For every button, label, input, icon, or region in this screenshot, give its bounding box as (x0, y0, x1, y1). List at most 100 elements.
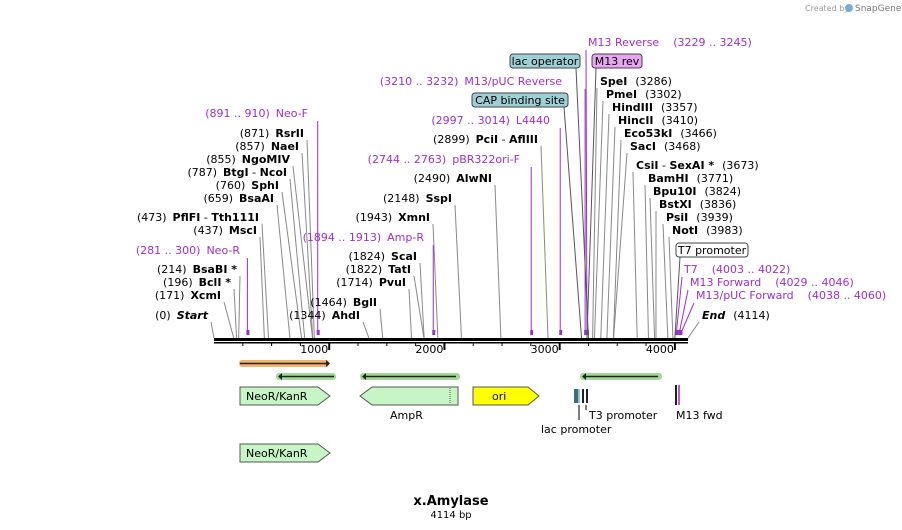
primer-label[interactable]: (281 .. 300) Neo-R (136, 244, 240, 257)
site-name: TatI (388, 263, 411, 276)
site-leader-line (379, 308, 384, 339)
primer-label[interactable]: (2997 .. 3014) L4440 (431, 114, 550, 127)
site-label[interactable]: (473) PflFI - Tth111I (137, 211, 259, 224)
feature-ampr-arrow[interactable] (359, 386, 459, 406)
site-label[interactable]: PmeI (3302) (606, 88, 682, 101)
site-label[interactable]: (2899) PciI - AflIII (433, 133, 538, 146)
feature-m13-fwd-label: M13 fwd (676, 409, 723, 422)
site-label[interactable]: (171) XcmI (155, 289, 221, 302)
primer-range: (1894 .. 1913) (303, 231, 382, 244)
site-leader-line (408, 288, 412, 339)
site-label[interactable]: (1464) BglI (310, 296, 377, 309)
site-name-2: NcoI (260, 166, 287, 179)
site-position: (659) (203, 192, 233, 205)
feature-neor-kanr-arrow[interactable] (239, 386, 331, 406)
site-name: MscI (229, 224, 257, 237)
feature-box[interactable] (509, 53, 581, 69)
site-label[interactable]: HincII (3410) (618, 114, 698, 127)
site-label[interactable]: NotI (3983) (672, 224, 743, 237)
site-label[interactable]: (2148) SspI (383, 192, 452, 205)
site-position: (1714) (336, 276, 373, 289)
site-label[interactable]: Eco53kI (3466) (624, 127, 717, 140)
site-label[interactable]: (1714) PvuI (336, 276, 406, 289)
site-label[interactable]: (855) NgoMIV (206, 153, 290, 166)
feature-lac-promoter-label: lac promoter (541, 423, 612, 436)
box-leader-line (586, 67, 597, 339)
primer-label[interactable]: (2744 .. 2763) pBR322ori-F (368, 153, 520, 166)
site-label[interactable]: (1822) TatI (346, 263, 411, 276)
site-leader-line (281, 191, 303, 339)
site-label[interactable]: (857) NaeI (235, 140, 299, 153)
site-name: Bpu10I (653, 185, 697, 198)
site-label[interactable]: Bpu10I (3824) (653, 185, 741, 198)
site-label[interactable]: (1824) ScaI (348, 250, 417, 263)
site-label[interactable]: CsiI - SexAI * (3673) (636, 159, 759, 172)
orf-green-2-arrowhead-icon (362, 373, 366, 380)
snapgene-watermark: Created by SnapGene (805, 4, 902, 14)
site-label[interactable]: SpeI (3286) (600, 75, 672, 88)
site-name: SpeI (600, 75, 627, 88)
primer-label[interactable]: M13 Forward (4029 .. 4046) (690, 276, 854, 289)
primer-range: (4038 .. 4060) (808, 289, 887, 302)
primer-name: Neo-F (276, 107, 308, 120)
site-label[interactable]: (2490) AlwNI (414, 172, 492, 185)
site-name: SphI (251, 179, 279, 192)
site-label[interactable]: SacI (3468) (630, 140, 701, 153)
site-name: XcmI (190, 289, 221, 302)
site-leader-line (210, 321, 215, 339)
primer-name: T7 (683, 263, 698, 276)
site-position: (196) (163, 276, 193, 289)
site-leader-line (238, 275, 241, 339)
primer-label[interactable]: T7 (4003 .. 4022) (683, 263, 790, 276)
site-label[interactable]: (760) SphI (216, 179, 279, 192)
site-label[interactable]: (196) BclI * (163, 276, 231, 289)
feature-box[interactable] (591, 53, 643, 69)
site-label[interactable]: (1344) AhdI (289, 309, 360, 322)
feature-lac-promoter-mark (578, 389, 580, 403)
site-label[interactable]: (214) BsaBI * (157, 263, 237, 276)
feature-box-label: T7 promoter (677, 244, 747, 257)
site-name: BclI * (199, 276, 232, 289)
site-name: XmnI (398, 211, 430, 224)
feature-box[interactable] (675, 242, 749, 258)
site-position: (3286) (635, 75, 672, 88)
site-position: (0) (155, 309, 171, 322)
primer-label[interactable]: (891 .. 910) Neo-F (205, 107, 308, 120)
site-label[interactable]: (659) BsaAI (203, 192, 274, 205)
feature-box-label: lac operator (512, 55, 579, 68)
site-label[interactable]: BamHI (3771) (648, 172, 733, 185)
site-position: (3771) (697, 172, 734, 185)
ruler-tick-label: 4000 (646, 343, 674, 356)
feature-t7-mark (678, 385, 680, 405)
primer-label[interactable]: M13 Reverse (3229 .. 3245) (588, 36, 752, 49)
site-name: PvuI (379, 276, 406, 289)
primer-mark (432, 330, 436, 335)
site-label[interactable]: (787) BtgI - NcoI (187, 166, 287, 179)
feature-box[interactable] (471, 92, 569, 108)
feature-neor-kanr-arrow-2[interactable] (239, 443, 331, 463)
site-label[interactable]: End (4114) (702, 309, 770, 322)
ruler-tick (673, 343, 676, 350)
orf-green-3-arrowhead-icon (582, 373, 586, 380)
ruler-minor-tick (415, 343, 417, 346)
site-label[interactable]: (1943) XmnI (356, 211, 430, 224)
site-position: (3410) (662, 114, 699, 127)
site-position: (857) (235, 140, 265, 153)
site-name: AlwNI (456, 172, 492, 185)
primer-range: (281 .. 300) (136, 244, 201, 257)
site-leader-line (540, 145, 549, 339)
primer-label[interactable]: (3210 .. 3232) M13/pUC Reverse (380, 75, 562, 88)
site-label[interactable]: HindIII (3357) (612, 101, 698, 114)
site-leader-line (662, 223, 669, 339)
site-name: PciI (476, 133, 498, 146)
feature-ori-arrow[interactable] (472, 386, 540, 406)
site-label[interactable]: (437) MscI (193, 224, 257, 237)
site-label[interactable]: BstXI (3836) (659, 198, 736, 211)
primer-label[interactable]: M13/pUC Forward (4038 .. 4060) (696, 289, 886, 302)
site-position: (1464) (310, 296, 347, 309)
primer-label[interactable]: (1894 .. 1913) Amp-R (303, 231, 425, 244)
site-label[interactable]: (0) Start (155, 309, 209, 322)
feature-cap-binding-mark (574, 389, 578, 403)
site-label[interactable]: (871) RsrII (240, 127, 304, 140)
site-label[interactable]: PsiI (3939) (666, 211, 733, 224)
